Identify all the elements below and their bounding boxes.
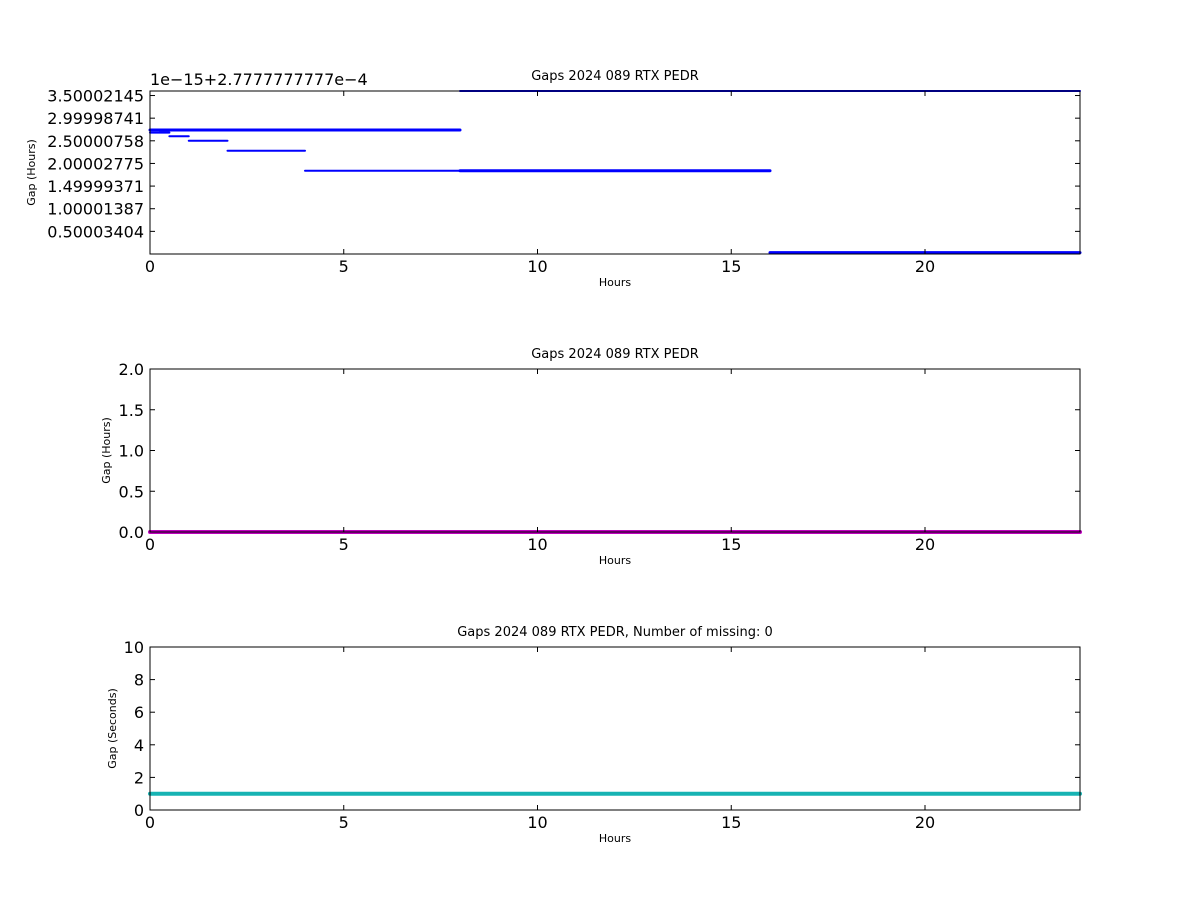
y-tick-label: 1.0 [119, 442, 144, 461]
axes-frame [149, 646, 1081, 811]
x-axis-label: Hours [599, 276, 631, 289]
x-tick-label: 20 [915, 257, 935, 276]
y-tick-label: 3.50002145 [47, 87, 144, 106]
y-tick-label: 1.00001387 [47, 200, 144, 219]
x-tick-label: 0 [145, 535, 155, 554]
x-tick-label: 5 [339, 257, 349, 276]
x-tick-label: 10 [527, 813, 547, 832]
chart-panel-2: 0 5 10 15 20 0.0 0.5 1.0 1.5 2.0 Gaps 2024 089 RTX… [100, 347, 1082, 567]
axes-frame [149, 368, 1081, 533]
x-tick-label: 15 [721, 813, 741, 832]
chart-panel-1: 0 5 10 15 20 0.50003404 1.00001387 1.49999371 2.… [25, 69, 1082, 289]
y-tick-label: 2.99998741 [47, 109, 144, 128]
x-tick-label: 15 [721, 257, 741, 276]
x-tick-label: 10 [527, 257, 547, 276]
y-tick-label: 1.49999371 [47, 177, 144, 196]
x-tick-label: 5 [339, 813, 349, 832]
axes-frame [149, 90, 1081, 255]
y-tick-label: 2 [134, 768, 144, 787]
y-axis-label: Gap (Hours) [25, 139, 38, 206]
x-axis-label: Hours [599, 554, 631, 567]
y-axis-label: Gap (Seconds) [106, 688, 119, 769]
x-axis-label: Hours [599, 832, 631, 845]
chart-title: Gaps 2024 089 RTX PEDR [531, 69, 699, 84]
x-tick-label: 10 [527, 535, 547, 554]
x-tick-label: 0 [145, 813, 155, 832]
x-tick-label: 5 [339, 535, 349, 554]
y-tick-label: 2.00002775 [47, 154, 144, 173]
x-tick-label: 15 [721, 535, 741, 554]
y-axis-label: Gap (Hours) [100, 417, 113, 484]
x-tick-label: 20 [915, 813, 935, 832]
y-tick-label: 4 [134, 736, 144, 755]
y-tick-label: 2.0 [119, 360, 144, 379]
chart-title: Gaps 2024 089 RTX PEDR [531, 347, 699, 362]
y-tick-label: 10 [124, 638, 144, 657]
x-tick-label: 0 [145, 257, 155, 276]
x-tick-label: 20 [915, 535, 935, 554]
chart-panel-3: 0 5 10 15 20 0 2 4 6 8 10 Gaps 2024 089 RTX PEDR, N… [106, 625, 1082, 845]
y-offset-text: 1e−15+2.7777777777e−4 [150, 70, 368, 89]
y-tick-label: 0.0 [119, 523, 144, 542]
y-tick-label: 8 [134, 671, 144, 690]
y-tick-label: 0 [134, 801, 144, 820]
y-tick-label: 6 [134, 703, 144, 722]
y-tick-label: 0.50003404 [47, 222, 144, 241]
chart-title: Gaps 2024 089 RTX PEDR, Number of missin… [457, 625, 773, 640]
y-tick-label: 0.5 [119, 482, 144, 501]
y-tick-label: 2.50000758 [47, 132, 144, 151]
data-series [148, 90, 1082, 255]
y-tick-label: 1.5 [119, 401, 144, 420]
